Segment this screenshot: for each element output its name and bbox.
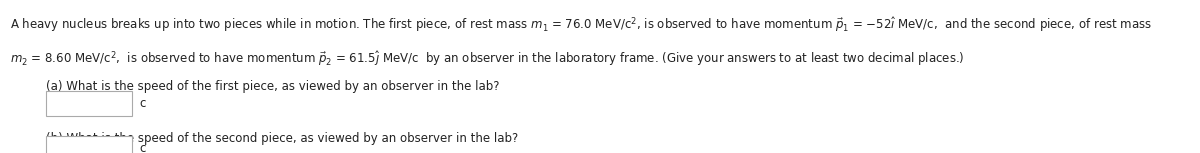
Text: c: c xyxy=(139,97,145,110)
FancyBboxPatch shape xyxy=(46,136,132,153)
Text: A heavy nucleus breaks up into two pieces while in motion. The first piece, of r: A heavy nucleus breaks up into two piece… xyxy=(10,15,1152,34)
Text: c: c xyxy=(139,142,145,153)
Text: (a) What is the speed of the first piece, as viewed by an observer in the lab?: (a) What is the speed of the first piece… xyxy=(46,80,499,93)
Text: $m_2$ = 8.60 MeV/c$^2$,  is observed to have momentum $\vec{p}_2$ = 61.5$\hat{\j: $m_2$ = 8.60 MeV/c$^2$, is observed to h… xyxy=(10,49,964,68)
FancyBboxPatch shape xyxy=(46,91,132,116)
Text: (b) What is the speed of the second piece, as viewed by an observer in the lab?: (b) What is the speed of the second piec… xyxy=(46,132,518,145)
